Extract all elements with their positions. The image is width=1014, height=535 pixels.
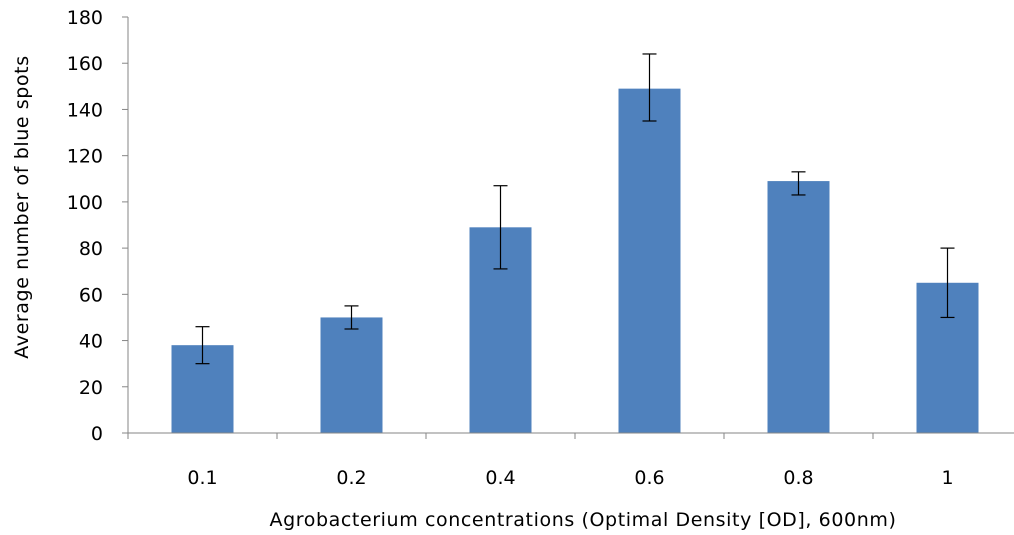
bars-group xyxy=(171,88,979,434)
error-bar-0.6 xyxy=(642,53,657,122)
y-tick-label: 140 xyxy=(67,99,103,121)
bar-0.2 xyxy=(320,317,383,433)
y-tick-label: 40 xyxy=(79,331,103,353)
y-tick-label: 120 xyxy=(67,146,103,168)
y-tick-label: 80 xyxy=(79,238,103,260)
bar-0.6 xyxy=(618,88,681,434)
x-tick-label: 0.4 xyxy=(485,467,515,489)
y-tick-label: 0 xyxy=(91,423,103,445)
error-bar-1 xyxy=(940,247,955,319)
x-axis-ticks: 0.1 0.2 0.4 0.6 0.8 1 xyxy=(127,433,954,489)
x-tick-label: 1 xyxy=(941,467,953,489)
error-bar-0.1 xyxy=(195,326,210,365)
x-tick-label: 0.8 xyxy=(783,467,813,489)
y-axis-title: Average number of blue spots xyxy=(11,55,33,358)
x-tick-label: 0.1 xyxy=(187,467,217,489)
y-tick-label: 100 xyxy=(67,192,103,214)
x-tick-label: 0.6 xyxy=(634,467,664,489)
y-axis-ticks: 0 20 40 60 80 100 120 140 160 180 xyxy=(67,7,128,445)
error-bars-group xyxy=(195,53,955,365)
error-bar-0.8 xyxy=(791,171,806,196)
x-axis-title: Agrobacterium concentrations (Optimal De… xyxy=(270,509,897,531)
x-tick-label: 0.2 xyxy=(336,467,366,489)
bar-0.8 xyxy=(767,181,830,433)
y-tick-label: 20 xyxy=(79,377,103,399)
y-tick-label: 180 xyxy=(67,7,103,29)
error-bar-0.4 xyxy=(493,185,508,270)
error-bar-0.2 xyxy=(344,305,359,330)
y-tick-label: 160 xyxy=(67,53,103,75)
y-tick-label: 60 xyxy=(79,284,103,306)
